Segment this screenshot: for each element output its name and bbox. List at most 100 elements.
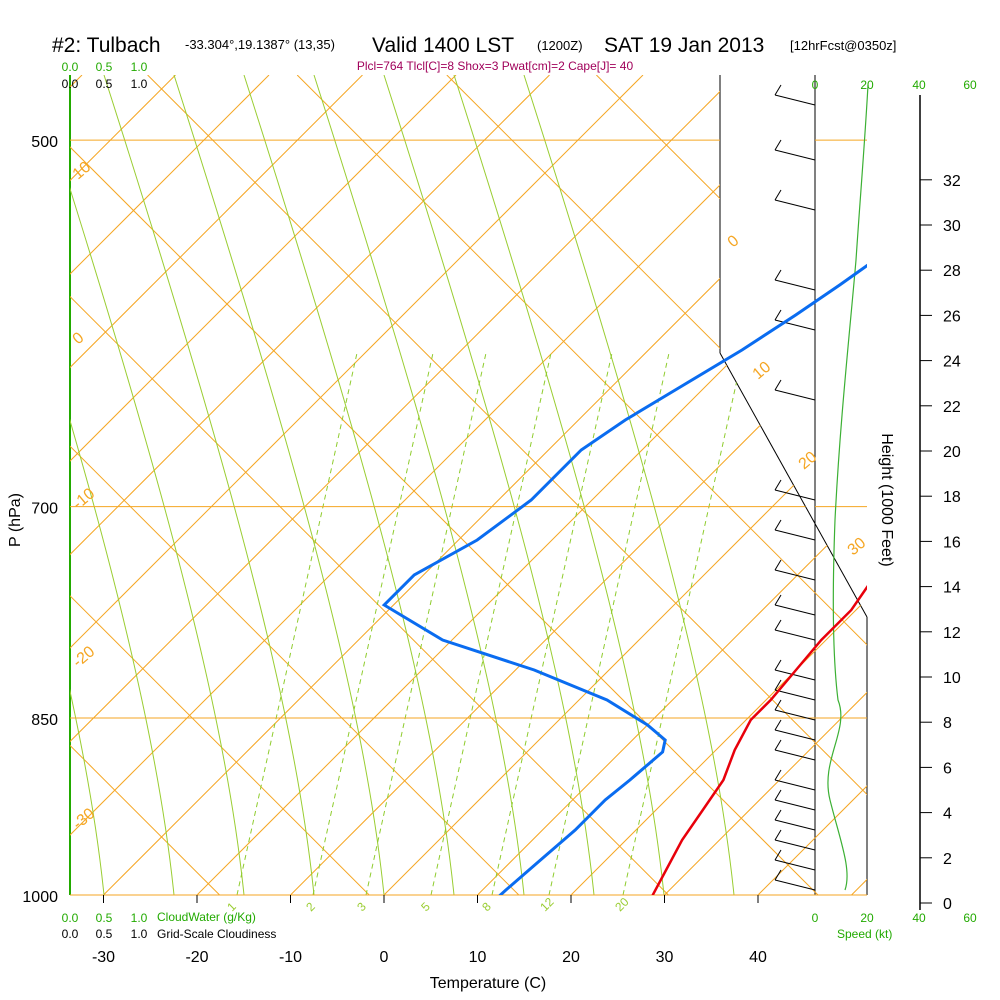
mixing-ratio-line xyxy=(236,352,358,895)
wind-barb-flag xyxy=(774,719,782,731)
moist-adiabat-line xyxy=(173,75,385,895)
wind-barb xyxy=(774,139,816,161)
mixing-ratio-label: 12 xyxy=(537,895,557,915)
height-tick-label: 30 xyxy=(943,218,961,235)
isotherm-line xyxy=(570,75,867,895)
cloud-water-top-tick: 0.5 xyxy=(96,60,113,74)
height-tick-label: 4 xyxy=(943,806,952,823)
temperature-tick-label: 10 xyxy=(469,949,487,966)
wind-barb-staff xyxy=(774,489,816,501)
wind-barb-flag xyxy=(774,849,782,861)
isotherm-line xyxy=(70,75,737,895)
cloud-water-bottom-tick: 0.5 xyxy=(96,911,113,925)
temperature-tick-label: -10 xyxy=(279,949,302,966)
isotherm-label: 20 xyxy=(796,449,821,474)
isotherm-label: 0 xyxy=(725,232,743,251)
cloud-water-top-tick: 1.0 xyxy=(131,60,148,74)
temperature-tick-label: -30 xyxy=(92,949,115,966)
cloud-water-bottom-tick: 1.0 xyxy=(131,911,148,925)
sounding-traces xyxy=(381,263,997,895)
height-tick-label: 14 xyxy=(943,580,961,597)
wind-barb xyxy=(774,829,816,851)
cloudiness-top-tick: 0.5 xyxy=(96,77,113,91)
parcel-trace xyxy=(967,320,997,420)
wind-barb-flag xyxy=(774,739,782,751)
dry-adiabat-line xyxy=(446,75,867,895)
pressure-tick-label: 850 xyxy=(31,712,58,729)
isotherm-line xyxy=(70,75,363,895)
speed-bottom-tick: 0 xyxy=(812,911,819,925)
wind-barb xyxy=(774,769,816,791)
isotherm-line xyxy=(383,75,867,895)
wind-barb-staff xyxy=(774,879,816,891)
dry-adiabat-line xyxy=(70,75,370,895)
wind-barb-flag xyxy=(774,679,782,691)
dry-adiabat-line xyxy=(147,75,867,895)
right-axis-title: Height (1000 Feet) xyxy=(878,433,895,566)
wind-barb xyxy=(774,189,816,211)
isotherm-line xyxy=(290,75,867,895)
moist-adiabat-line xyxy=(70,75,245,895)
wind-barb-staff xyxy=(774,779,816,791)
wind-barb xyxy=(774,479,816,501)
wind-barb-staff xyxy=(774,749,816,761)
wind-barb-flag xyxy=(774,189,782,201)
height-tick-label: 16 xyxy=(943,534,961,551)
isobars xyxy=(70,139,867,896)
valid-zulu: (1200Z) xyxy=(537,38,583,53)
temperature-tick-label: 20 xyxy=(562,949,580,966)
mixing-ratio-line xyxy=(622,352,744,895)
mixing-ratio-label: 3 xyxy=(354,899,369,914)
wind-barb xyxy=(774,659,816,681)
mixing-ratio-line xyxy=(365,352,487,895)
wind-barb-staff xyxy=(774,669,816,681)
wind-barb-flag xyxy=(774,479,782,491)
wind-barb xyxy=(774,849,816,871)
isotherm-line xyxy=(664,75,867,895)
wind-barb-flag xyxy=(774,269,782,281)
mixing-ratio-label: 5 xyxy=(418,899,433,914)
dry-adiabat-line xyxy=(70,75,71,895)
mixing-ratio-label: 8 xyxy=(479,899,494,914)
mixing-ratio-label: 20 xyxy=(612,895,632,915)
wind-barb-flag xyxy=(774,829,782,841)
pressure-tick-label: 700 xyxy=(31,501,58,518)
wind-barb-staff xyxy=(774,199,816,211)
moist-adiabat-line xyxy=(70,75,175,895)
height-tick-label: 6 xyxy=(943,760,952,777)
wind-barb-staff xyxy=(774,799,816,811)
dewpoint-trace xyxy=(381,263,867,895)
cloud-water-top-tick: 0.0 xyxy=(62,60,79,74)
pressure-tick-label: 500 xyxy=(31,134,58,151)
temperature-tick-label: 30 xyxy=(656,949,674,966)
dry-adiabat-line xyxy=(745,75,867,895)
moist-adiabat-line xyxy=(243,75,455,895)
wind-barb xyxy=(774,869,816,891)
cloud-water-label: CloudWater (g/Kg) xyxy=(157,910,256,924)
wind-barb-staff xyxy=(774,94,816,106)
wind-barb-flag xyxy=(774,139,782,151)
dry-adiabat-line xyxy=(296,75,867,895)
speed-top-tick: 20 xyxy=(860,78,874,92)
wind-barb xyxy=(774,84,816,106)
wind-barb xyxy=(774,559,816,581)
mixing-ratio-line xyxy=(430,352,552,895)
cloudiness-bottom-tick: 0.5 xyxy=(96,927,113,941)
wind-barb-flag xyxy=(774,309,782,321)
height-tick-label: 26 xyxy=(943,308,961,325)
wind-barb-staff xyxy=(774,279,816,291)
wind-barb xyxy=(774,619,816,641)
height-tick-label: 24 xyxy=(943,354,961,371)
wind-barb-staff xyxy=(774,629,816,641)
x-axis-title: Temperature (C) xyxy=(430,975,546,992)
wind-barb-staff xyxy=(774,149,816,161)
speed-bottom-tick: 40 xyxy=(912,911,926,925)
wind-barb xyxy=(774,739,816,761)
axis-labels: 2503004005007008501000-30-20-10010203040… xyxy=(22,60,977,966)
temperature-tick-label: 40 xyxy=(749,949,767,966)
wind-barb-staff xyxy=(774,569,816,581)
wind-barb-staff xyxy=(774,529,816,541)
moist-adiabat-line xyxy=(70,75,105,895)
wind-barb-flag xyxy=(774,84,782,96)
